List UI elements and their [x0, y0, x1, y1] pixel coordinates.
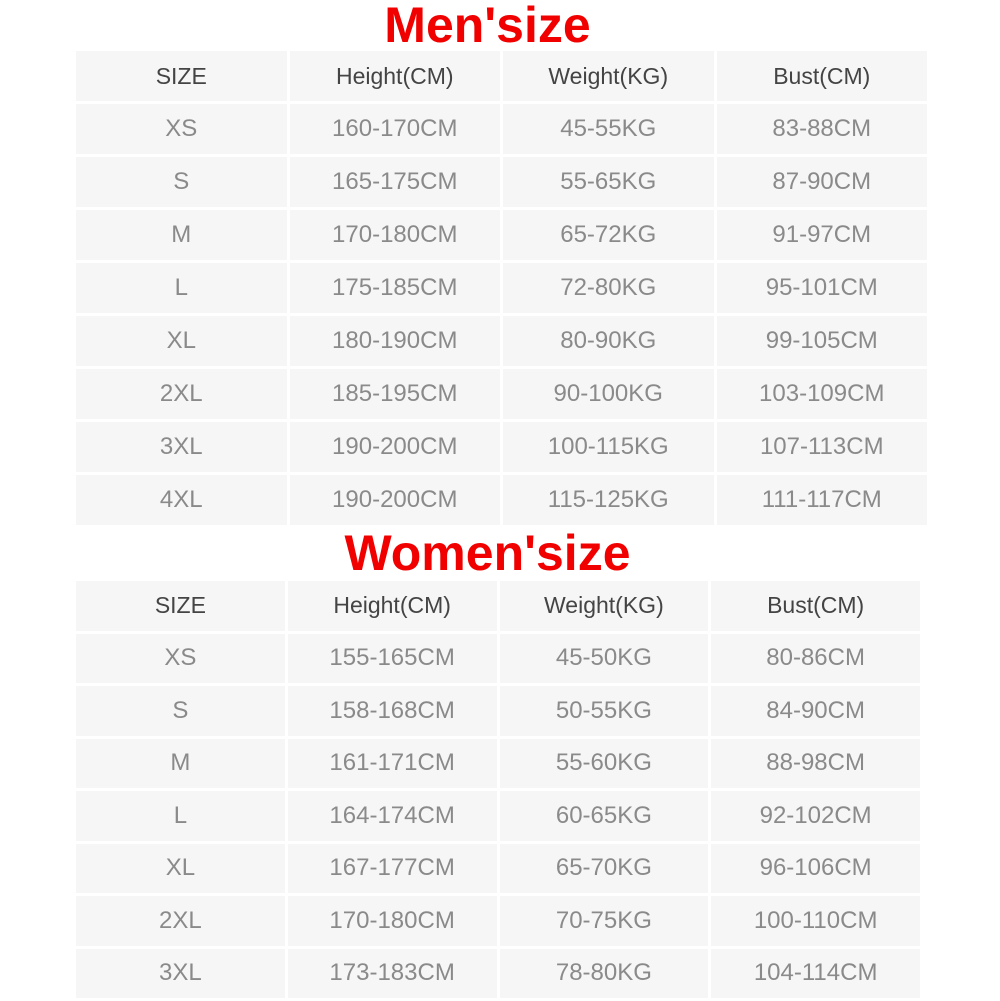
table-cell: 78-80KG [499, 948, 709, 998]
table-cell: 2XL [76, 896, 285, 946]
table-cell: S [76, 157, 287, 207]
table-cell: 60-65KG [499, 791, 709, 841]
table-cell: 2XL [76, 369, 287, 419]
table-header-row: SIZE Height(CM) Weight(KG) Bust(CM) [76, 581, 920, 631]
men-size-table: SIZE Height(CM) Weight(KG) Bust(CM) XS 160-17… [73, 48, 930, 528]
table-cell: XS [76, 104, 287, 154]
table-cell: 50-55KG [499, 686, 709, 736]
table-cell: 95-101CM [716, 263, 927, 313]
table-cell: 103-109CM [716, 369, 927, 419]
table-cell: 83-88CM [716, 104, 927, 154]
table-cell: L [76, 791, 285, 841]
table-cell: 158-168CM [287, 686, 497, 736]
table-row: 3XL 173-183CM 78-80KG 104-114CM [76, 948, 920, 998]
table-cell: 160-170CM [289, 104, 500, 154]
table-cell: 4XL [76, 475, 287, 525]
table-cell: 155-165CM [287, 633, 497, 683]
table-cell: Height(CM) [289, 51, 500, 101]
table-cell: 91-97CM [716, 210, 927, 260]
table-cell: 161-171CM [287, 738, 497, 788]
table-row: L 164-174CM 60-65KG 92-102CM [76, 791, 920, 841]
table-cell: 180-190CM [289, 316, 500, 366]
table-cell: 45-55KG [503, 104, 714, 154]
table-cell: 45-50KG [499, 633, 709, 683]
table-row: XL 167-177CM 65-70KG 96-106CM [76, 843, 920, 893]
table-cell: 185-195CM [289, 369, 500, 419]
table-cell: Height(CM) [287, 581, 497, 631]
table-row: L 175-185CM 72-80KG 95-101CM [76, 263, 927, 313]
table-row: XL 180-190CM 80-90KG 99-105CM [76, 316, 927, 366]
table-cell: 164-174CM [287, 791, 497, 841]
table-row: XS 155-165CM 45-50KG 80-86CM [76, 633, 920, 683]
table-cell: 3XL [76, 948, 285, 998]
table-cell: Bust(CM) [711, 581, 920, 631]
table-cell: 190-200CM [289, 475, 500, 525]
table-row: 2XL 170-180CM 70-75KG 100-110CM [76, 896, 920, 946]
table-cell: Bust(CM) [716, 51, 927, 101]
table-cell: 175-185CM [289, 263, 500, 313]
women-size-table: SIZE Height(CM) Weight(KG) Bust(CM) XS 155-16… [73, 578, 923, 1001]
table-cell: 55-65KG [503, 157, 714, 207]
table-cell: 170-180CM [289, 210, 500, 260]
table-cell: 190-200CM [289, 422, 500, 472]
table-cell: 90-100KG [503, 369, 714, 419]
table-header-row: SIZE Height(CM) Weight(KG) Bust(CM) [76, 51, 927, 101]
table-row: S 165-175CM 55-65KG 87-90CM [76, 157, 927, 207]
table-cell: M [76, 738, 285, 788]
table-row: M 170-180CM 65-72KG 91-97CM [76, 210, 927, 260]
table-cell: 87-90CM [716, 157, 927, 207]
table-cell: 107-113CM [716, 422, 927, 472]
table-cell: Weight(KG) [503, 51, 714, 101]
table-cell: 55-60KG [499, 738, 709, 788]
table-cell: 65-72KG [503, 210, 714, 260]
table-cell: SIZE [76, 581, 285, 631]
table-cell: 80-86CM [711, 633, 920, 683]
table-cell: 173-183CM [287, 948, 497, 998]
table-cell: 167-177CM [287, 843, 497, 893]
table-row: XS 160-170CM 45-55KG 83-88CM [76, 104, 927, 154]
table-cell: XL [76, 316, 287, 366]
table-row: 2XL 185-195CM 90-100KG 103-109CM [76, 369, 927, 419]
table-cell: XS [76, 633, 285, 683]
women-size-title: Women'size [344, 525, 631, 581]
table-cell: 84-90CM [711, 686, 920, 736]
table-cell: 70-75KG [499, 896, 709, 946]
table-cell: 92-102CM [711, 791, 920, 841]
men-size-title: Men'size [384, 0, 591, 53]
table-cell: 115-125KG [503, 475, 714, 525]
table-cell: SIZE [76, 51, 287, 101]
table-cell: 165-175CM [289, 157, 500, 207]
table-cell: 104-114CM [711, 948, 920, 998]
table-row: M 161-171CM 55-60KG 88-98CM [76, 738, 920, 788]
table-cell: 72-80KG [503, 263, 714, 313]
table-row: 3XL 190-200CM 100-115KG 107-113CM [76, 422, 927, 472]
table-cell: 111-117CM [716, 475, 927, 525]
table-cell: 3XL [76, 422, 287, 472]
table-cell: 100-110CM [711, 896, 920, 946]
table-cell: 170-180CM [287, 896, 497, 946]
table-cell: Weight(KG) [499, 581, 709, 631]
table-row: 4XL 190-200CM 115-125KG 111-117CM [76, 475, 927, 525]
table-cell: 65-70KG [499, 843, 709, 893]
table-cell: XL [76, 843, 285, 893]
table-cell: 99-105CM [716, 316, 927, 366]
table-cell: 80-90KG [503, 316, 714, 366]
table-cell: M [76, 210, 287, 260]
table-row: S 158-168CM 50-55KG 84-90CM [76, 686, 920, 736]
table-cell: S [76, 686, 285, 736]
table-cell: 100-115KG [503, 422, 714, 472]
table-cell: L [76, 263, 287, 313]
table-cell: 88-98CM [711, 738, 920, 788]
table-cell: 96-106CM [711, 843, 920, 893]
